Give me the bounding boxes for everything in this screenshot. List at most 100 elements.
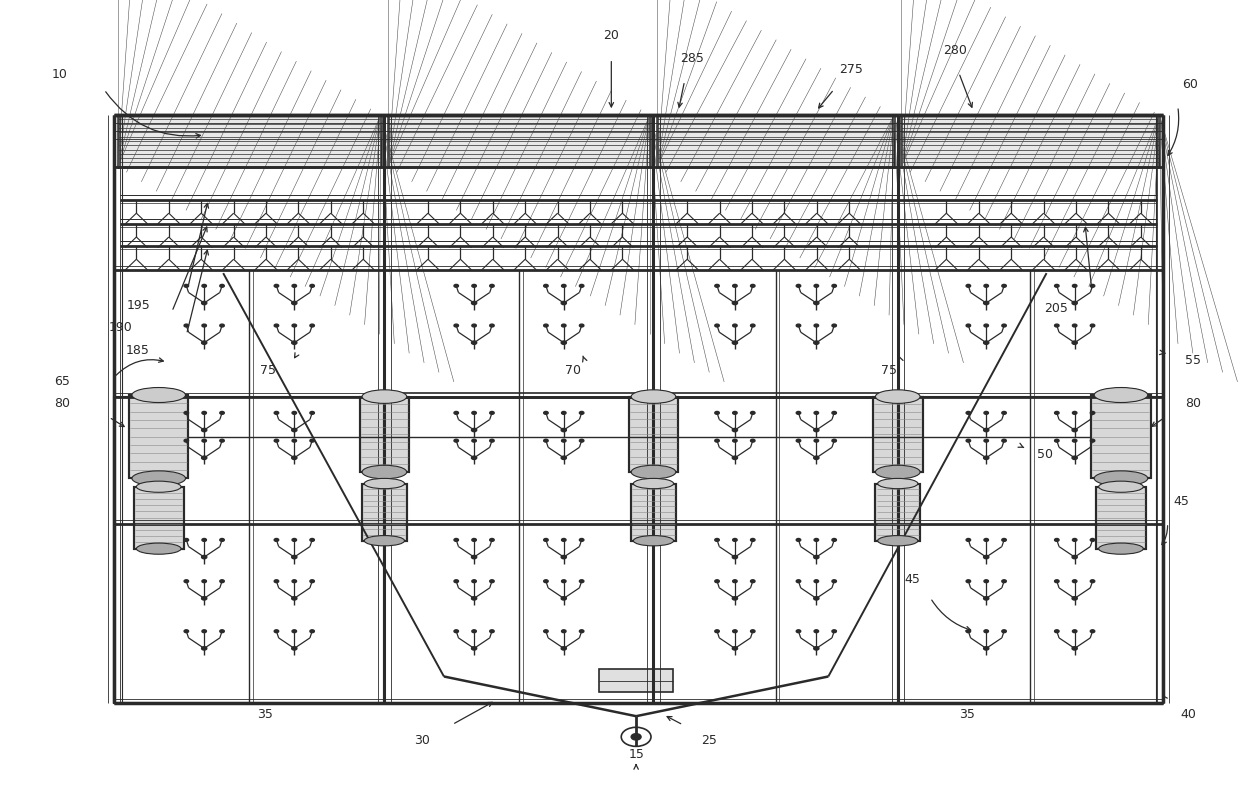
Circle shape (490, 324, 495, 327)
Circle shape (733, 580, 737, 583)
Circle shape (714, 630, 719, 633)
Bar (1096, 487, 1146, 549)
Text: 10: 10 (52, 68, 67, 81)
Circle shape (472, 284, 476, 287)
Circle shape (562, 302, 567, 305)
Circle shape (1002, 324, 1007, 327)
Circle shape (184, 538, 188, 542)
Text: 275: 275 (838, 64, 863, 76)
Circle shape (293, 538, 296, 542)
Text: 75: 75 (882, 364, 897, 376)
Ellipse shape (1094, 471, 1148, 486)
Circle shape (562, 284, 565, 287)
Circle shape (274, 630, 279, 633)
Circle shape (184, 439, 188, 442)
Circle shape (750, 439, 755, 442)
Circle shape (714, 284, 719, 287)
Ellipse shape (631, 465, 676, 479)
Circle shape (1090, 538, 1095, 542)
Circle shape (750, 580, 755, 583)
Circle shape (1002, 538, 1007, 542)
Bar (1091, 395, 1151, 478)
Text: 20: 20 (604, 29, 619, 42)
Text: 40: 40 (1180, 708, 1195, 721)
Circle shape (832, 580, 837, 583)
Text: 60: 60 (1183, 79, 1198, 91)
Circle shape (750, 630, 755, 633)
Circle shape (562, 556, 567, 559)
Circle shape (490, 411, 495, 414)
Circle shape (471, 556, 476, 559)
Circle shape (202, 630, 206, 633)
Text: 25: 25 (702, 734, 717, 746)
Circle shape (219, 630, 224, 633)
Circle shape (832, 284, 837, 287)
Circle shape (750, 284, 755, 287)
Circle shape (274, 439, 279, 442)
Circle shape (983, 341, 988, 345)
Circle shape (202, 429, 207, 432)
Circle shape (714, 411, 719, 414)
Circle shape (1073, 324, 1076, 327)
Circle shape (1054, 324, 1059, 327)
Ellipse shape (136, 543, 181, 554)
Circle shape (966, 439, 971, 442)
Circle shape (579, 284, 584, 287)
Circle shape (733, 302, 738, 305)
Circle shape (490, 439, 495, 442)
Text: 195: 195 (126, 299, 151, 312)
Circle shape (832, 411, 837, 414)
Circle shape (471, 646, 476, 650)
Circle shape (471, 341, 476, 345)
Circle shape (274, 411, 279, 414)
Circle shape (472, 411, 476, 414)
Circle shape (750, 324, 755, 327)
Bar (134, 487, 184, 549)
Bar (129, 395, 188, 478)
Circle shape (983, 456, 988, 460)
Circle shape (733, 646, 738, 650)
Circle shape (562, 439, 565, 442)
Circle shape (562, 411, 565, 414)
Circle shape (274, 580, 279, 583)
Circle shape (813, 597, 818, 600)
Circle shape (579, 324, 584, 327)
Circle shape (983, 302, 988, 305)
Circle shape (202, 439, 206, 442)
Circle shape (454, 538, 459, 542)
Circle shape (562, 597, 567, 600)
Ellipse shape (634, 536, 673, 545)
Circle shape (291, 341, 296, 345)
Circle shape (579, 411, 584, 414)
Circle shape (471, 456, 476, 460)
Circle shape (202, 411, 206, 414)
Bar (129, 395, 188, 478)
Bar (360, 396, 409, 472)
Ellipse shape (1099, 481, 1143, 492)
Circle shape (983, 556, 988, 559)
Text: 80: 80 (55, 397, 69, 410)
Circle shape (293, 580, 296, 583)
Circle shape (1090, 630, 1095, 633)
Circle shape (813, 429, 818, 432)
Bar (657, 115, 894, 167)
Text: 75: 75 (260, 364, 275, 376)
Circle shape (543, 630, 548, 633)
Circle shape (983, 429, 988, 432)
Circle shape (1054, 580, 1059, 583)
Circle shape (562, 341, 567, 345)
Ellipse shape (365, 536, 404, 545)
Ellipse shape (878, 536, 918, 545)
Circle shape (202, 341, 207, 345)
Circle shape (796, 411, 801, 414)
Circle shape (1090, 580, 1095, 583)
Circle shape (310, 284, 315, 287)
Circle shape (1054, 439, 1059, 442)
Circle shape (219, 284, 224, 287)
Circle shape (815, 439, 818, 442)
Ellipse shape (136, 481, 181, 492)
Circle shape (310, 439, 315, 442)
Circle shape (714, 538, 719, 542)
Bar (873, 396, 923, 472)
Circle shape (184, 411, 188, 414)
